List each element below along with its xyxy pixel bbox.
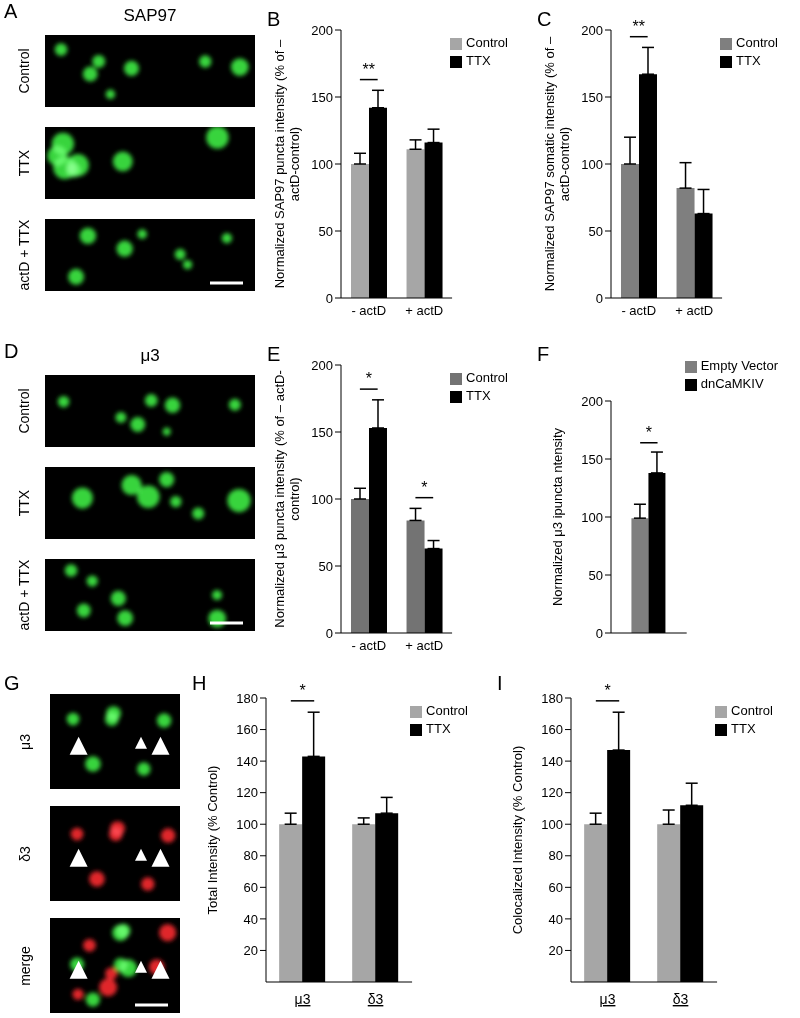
- svg-text:50: 50: [319, 224, 333, 239]
- svg-text:80: 80: [549, 848, 563, 863]
- svg-text:100: 100: [541, 817, 563, 832]
- svg-text:100: 100: [311, 157, 333, 172]
- html-text:B: B: [267, 8, 281, 30]
- svg-text:120: 120: [541, 785, 563, 800]
- svg-text:**: **: [633, 18, 645, 35]
- html-text:TTX: TTX: [16, 149, 32, 177]
- html-text:C: C: [537, 8, 552, 30]
- html-text:Control: Control: [731, 703, 773, 718]
- html-text:actD + TTX: actD + TTX: [16, 559, 32, 631]
- html-text:TTX: TTX: [731, 721, 756, 736]
- svg-text:140: 140: [541, 754, 563, 769]
- svg-text:200: 200: [311, 358, 333, 373]
- svg-text:0: 0: [596, 291, 603, 306]
- svg-text:80: 80: [244, 848, 258, 863]
- svg-text:**: **: [363, 61, 375, 78]
- svg-text:50: 50: [319, 559, 333, 574]
- html-text:Total Intensity (% Control): Total Intensity (% Control): [204, 765, 220, 915]
- html-text:Control: Control: [466, 370, 508, 385]
- svg-text:50: 50: [589, 224, 603, 239]
- html-text:TTX: TTX: [466, 53, 491, 68]
- html-text:G: G: [4, 672, 20, 694]
- html-text:Control: Control: [466, 35, 508, 50]
- svg-text:- actD: - actD: [351, 638, 386, 653]
- svg-text:+ actD: + actD: [405, 638, 443, 653]
- html-text:μ3: μ3: [16, 733, 32, 750]
- svg-text:100: 100: [311, 492, 333, 507]
- html-text:TTX: TTX: [736, 53, 761, 68]
- html-text:Normalized SAP97 puncta intens: Normalized SAP97 puncta intensity (% of …: [272, 39, 302, 289]
- svg-text:200: 200: [311, 23, 333, 38]
- html-text:Control: Control: [426, 703, 468, 718]
- svg-text:μ3: μ3: [600, 991, 616, 1007]
- html-text:TTX: TTX: [426, 721, 451, 736]
- svg-text:100: 100: [581, 157, 603, 172]
- html-text:merge: merge: [16, 945, 32, 986]
- svg-text:150: 150: [311, 425, 333, 440]
- svg-text:60: 60: [244, 880, 258, 895]
- svg-text:*: *: [646, 424, 652, 441]
- svg-text:120: 120: [236, 785, 258, 800]
- html-text:δ3: δ3: [16, 845, 32, 862]
- svg-text:+ actD: + actD: [405, 303, 443, 318]
- html-text:μ3: μ3: [140, 346, 160, 365]
- html-text:H: H: [192, 672, 207, 694]
- html-text:Control: Control: [736, 35, 778, 50]
- html-text:SAP97: SAP97: [123, 6, 177, 25]
- svg-text:160: 160: [541, 722, 563, 737]
- svg-text:*: *: [366, 370, 372, 387]
- html-text:TTX: TTX: [466, 388, 491, 403]
- svg-text:140: 140: [236, 754, 258, 769]
- html-text:Colocalized Intensity (% Contr: Colocalized Intensity (% Control): [509, 745, 525, 935]
- svg-text:+ actD: + actD: [675, 303, 713, 318]
- svg-text:150: 150: [581, 90, 603, 105]
- html-text:A: A: [4, 0, 18, 22]
- svg-text:*: *: [421, 479, 427, 496]
- svg-text:μ3: μ3: [295, 991, 311, 1007]
- svg-text:0: 0: [596, 626, 603, 641]
- svg-text:0: 0: [326, 291, 333, 306]
- svg-text:- actD: - actD: [621, 303, 656, 318]
- html-text:Control: Control: [16, 388, 32, 434]
- svg-text:- actD: - actD: [351, 303, 386, 318]
- html-text:I: I: [497, 672, 503, 694]
- html-text:Normalized SAP97 somatic inten: Normalized SAP97 somatic intensity (% of…: [542, 36, 572, 292]
- svg-text:160: 160: [236, 722, 258, 737]
- html-text:actD + TTX: actD + TTX: [16, 219, 32, 291]
- svg-text:100: 100: [236, 817, 258, 832]
- html-text:TTX: TTX: [16, 489, 32, 517]
- svg-text:*: *: [299, 682, 305, 699]
- svg-text:180: 180: [541, 691, 563, 706]
- html-text:dnCaMKIV: dnCaMKIV: [700, 376, 764, 391]
- svg-text:150: 150: [581, 452, 603, 467]
- svg-text:δ3: δ3: [368, 991, 384, 1007]
- svg-text:δ3: δ3: [673, 991, 689, 1007]
- svg-text:*: *: [604, 682, 610, 699]
- svg-text:40: 40: [549, 912, 563, 927]
- html-text:Empty Vector: Empty Vector: [700, 358, 778, 373]
- svg-text:20: 20: [244, 943, 258, 958]
- html-text:Normalized μ3 ipuncta ntensity: Normalized μ3 ipuncta ntensity: [549, 428, 565, 606]
- svg-text:0: 0: [326, 626, 333, 641]
- html-text:E: E: [267, 343, 281, 365]
- svg-text:60: 60: [549, 880, 563, 895]
- svg-text:200: 200: [581, 394, 603, 409]
- svg-text:20: 20: [549, 943, 563, 958]
- html-text:D: D: [4, 340, 19, 362]
- svg-text:40: 40: [244, 912, 258, 927]
- svg-text:180: 180: [236, 691, 258, 706]
- svg-text:50: 50: [589, 568, 603, 583]
- svg-text:150: 150: [311, 90, 333, 105]
- html-text:F: F: [537, 343, 550, 365]
- html-text:Control: Control: [16, 48, 32, 94]
- html-text:Normalized μ3 puncta intensity: Normalized μ3 puncta intensity (% of – a…: [272, 370, 302, 628]
- svg-text:100: 100: [581, 510, 603, 525]
- svg-text:200: 200: [581, 23, 603, 38]
